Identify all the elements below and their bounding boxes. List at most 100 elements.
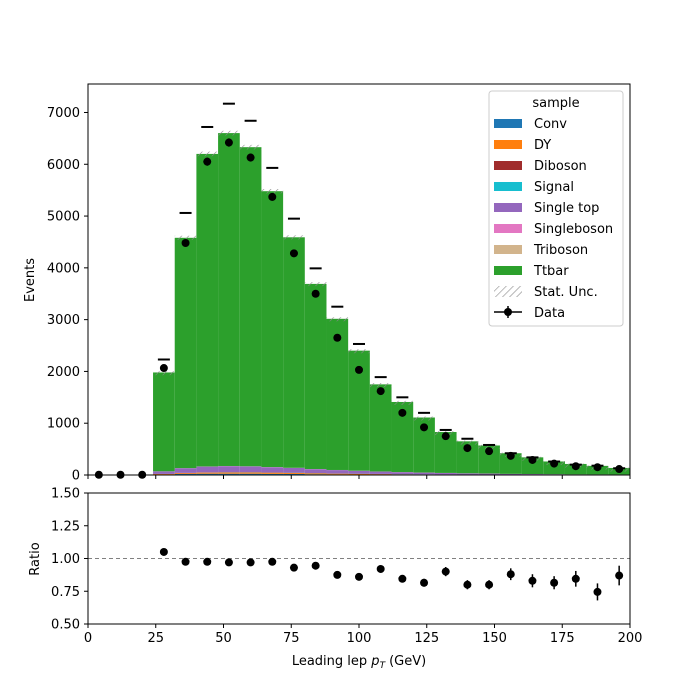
legend-label: Signal <box>534 180 574 195</box>
stat-unc-band <box>326 317 349 322</box>
data-point <box>376 387 385 396</box>
stat-unc-band <box>391 400 414 405</box>
bar-conv <box>218 473 240 475</box>
x-axis: 0 25 50 75 100 125 150 175 200 <box>84 624 642 646</box>
x-tick-label: 75 <box>283 631 300 646</box>
ratio-point <box>311 561 320 570</box>
bar-ttbar <box>261 191 284 468</box>
bar-single-top <box>521 474 544 475</box>
ratio-point <box>528 576 537 585</box>
bar-ttbar <box>478 445 500 474</box>
main-panel: 0 1000 2000 3000 4000 5000 6000 7000 Events <box>23 83 631 484</box>
stat-unc-band <box>261 189 284 194</box>
data-point <box>441 432 450 441</box>
legend-label: Triboson <box>533 243 588 258</box>
bar-dy <box>261 472 284 474</box>
ratio-y-tick-label: 1.25 <box>51 519 80 534</box>
data-point <box>550 459 559 468</box>
reference-markers <box>157 102 626 470</box>
data-point <box>181 238 190 247</box>
x-axis-label-unit: (GeV) <box>389 654 426 669</box>
x-tick-label: 175 <box>550 631 575 646</box>
stat-unc-band <box>369 383 392 388</box>
bar-ttbar <box>218 133 240 466</box>
bar-single-top <box>218 466 240 473</box>
x-axis-label-text: Leading lep <box>292 654 367 669</box>
legend-swatch <box>494 161 522 170</box>
x-tick-label: 150 <box>482 631 507 646</box>
bar-ttbar <box>196 153 219 467</box>
stat-unc-band <box>218 130 240 136</box>
ratio-point <box>289 563 298 572</box>
bar-single-top <box>434 473 457 475</box>
bar-single-top <box>153 471 175 474</box>
ratio-point <box>550 578 559 587</box>
ratio-point <box>485 580 494 589</box>
bar-single-top <box>391 472 414 475</box>
legend-swatch <box>494 266 522 275</box>
bar-conv <box>283 473 305 475</box>
ratio-point <box>441 567 450 576</box>
stat-unc-band <box>348 349 370 354</box>
bar-ttbar <box>326 318 349 470</box>
legend-swatch-stat-unc <box>494 286 522 297</box>
bar-ttbar <box>283 237 305 468</box>
bar-dy <box>174 473 197 474</box>
bar-single-top <box>543 474 565 475</box>
bar-single-top <box>499 473 522 475</box>
y-tick-label: 4000 <box>47 261 80 276</box>
bar-dy <box>283 473 305 474</box>
data-point <box>268 192 277 201</box>
data-point <box>615 465 624 474</box>
data-point <box>506 451 515 460</box>
ratio-point <box>420 578 429 587</box>
data-point <box>224 138 233 147</box>
ratio-point <box>355 572 363 581</box>
bar-single-top <box>326 470 349 474</box>
ratio-point <box>333 570 342 579</box>
ratio-y-axis: 0.50 0.75 1.00 1.25 1.50 <box>51 487 88 633</box>
data-point <box>398 408 407 417</box>
ratio-point <box>571 574 580 583</box>
stat-unc-band <box>304 282 327 287</box>
legend-label: Singleboson <box>534 222 613 237</box>
ratio-point <box>268 557 277 566</box>
bar-conv <box>261 473 284 475</box>
bar-ttbar <box>521 457 544 475</box>
data-point <box>333 333 342 342</box>
y-tick-label: 3000 <box>47 313 80 328</box>
data-points <box>94 138 624 479</box>
ratio-point <box>593 587 602 596</box>
bar-ttbar <box>153 372 175 472</box>
bar-dy <box>326 473 349 475</box>
bar-ttbar <box>348 350 370 471</box>
legend-swatch <box>494 140 522 149</box>
legend-label: Conv <box>534 117 567 132</box>
data-point <box>203 157 212 166</box>
data-point <box>420 423 429 432</box>
main-y-axis: 0 1000 2000 3000 4000 5000 6000 7000 <box>47 106 88 484</box>
ratio-y-label: Ratio <box>28 542 43 575</box>
data-point <box>246 153 255 162</box>
data-point <box>593 463 602 472</box>
ratio-axes-frame <box>87 492 631 625</box>
x-tick-label: 0 <box>84 631 92 646</box>
stat-unc-band <box>239 144 262 150</box>
legend-label: Single top <box>534 201 599 216</box>
legend-swatch <box>494 203 522 212</box>
bar-conv <box>174 473 197 475</box>
legend-swatch <box>494 119 522 128</box>
legend-frame <box>488 90 624 327</box>
stacked-bars <box>153 133 630 475</box>
data-point <box>159 364 168 373</box>
ratio-point <box>203 557 212 566</box>
data-point <box>463 444 472 453</box>
data-point <box>571 462 580 471</box>
stat-unc-band <box>196 151 219 157</box>
bar-ttbar <box>391 401 414 473</box>
legend-label: Diboson <box>534 159 587 174</box>
legend-swatch <box>494 182 522 191</box>
bar-single-top <box>304 469 327 474</box>
bar-ttbar <box>434 432 457 473</box>
